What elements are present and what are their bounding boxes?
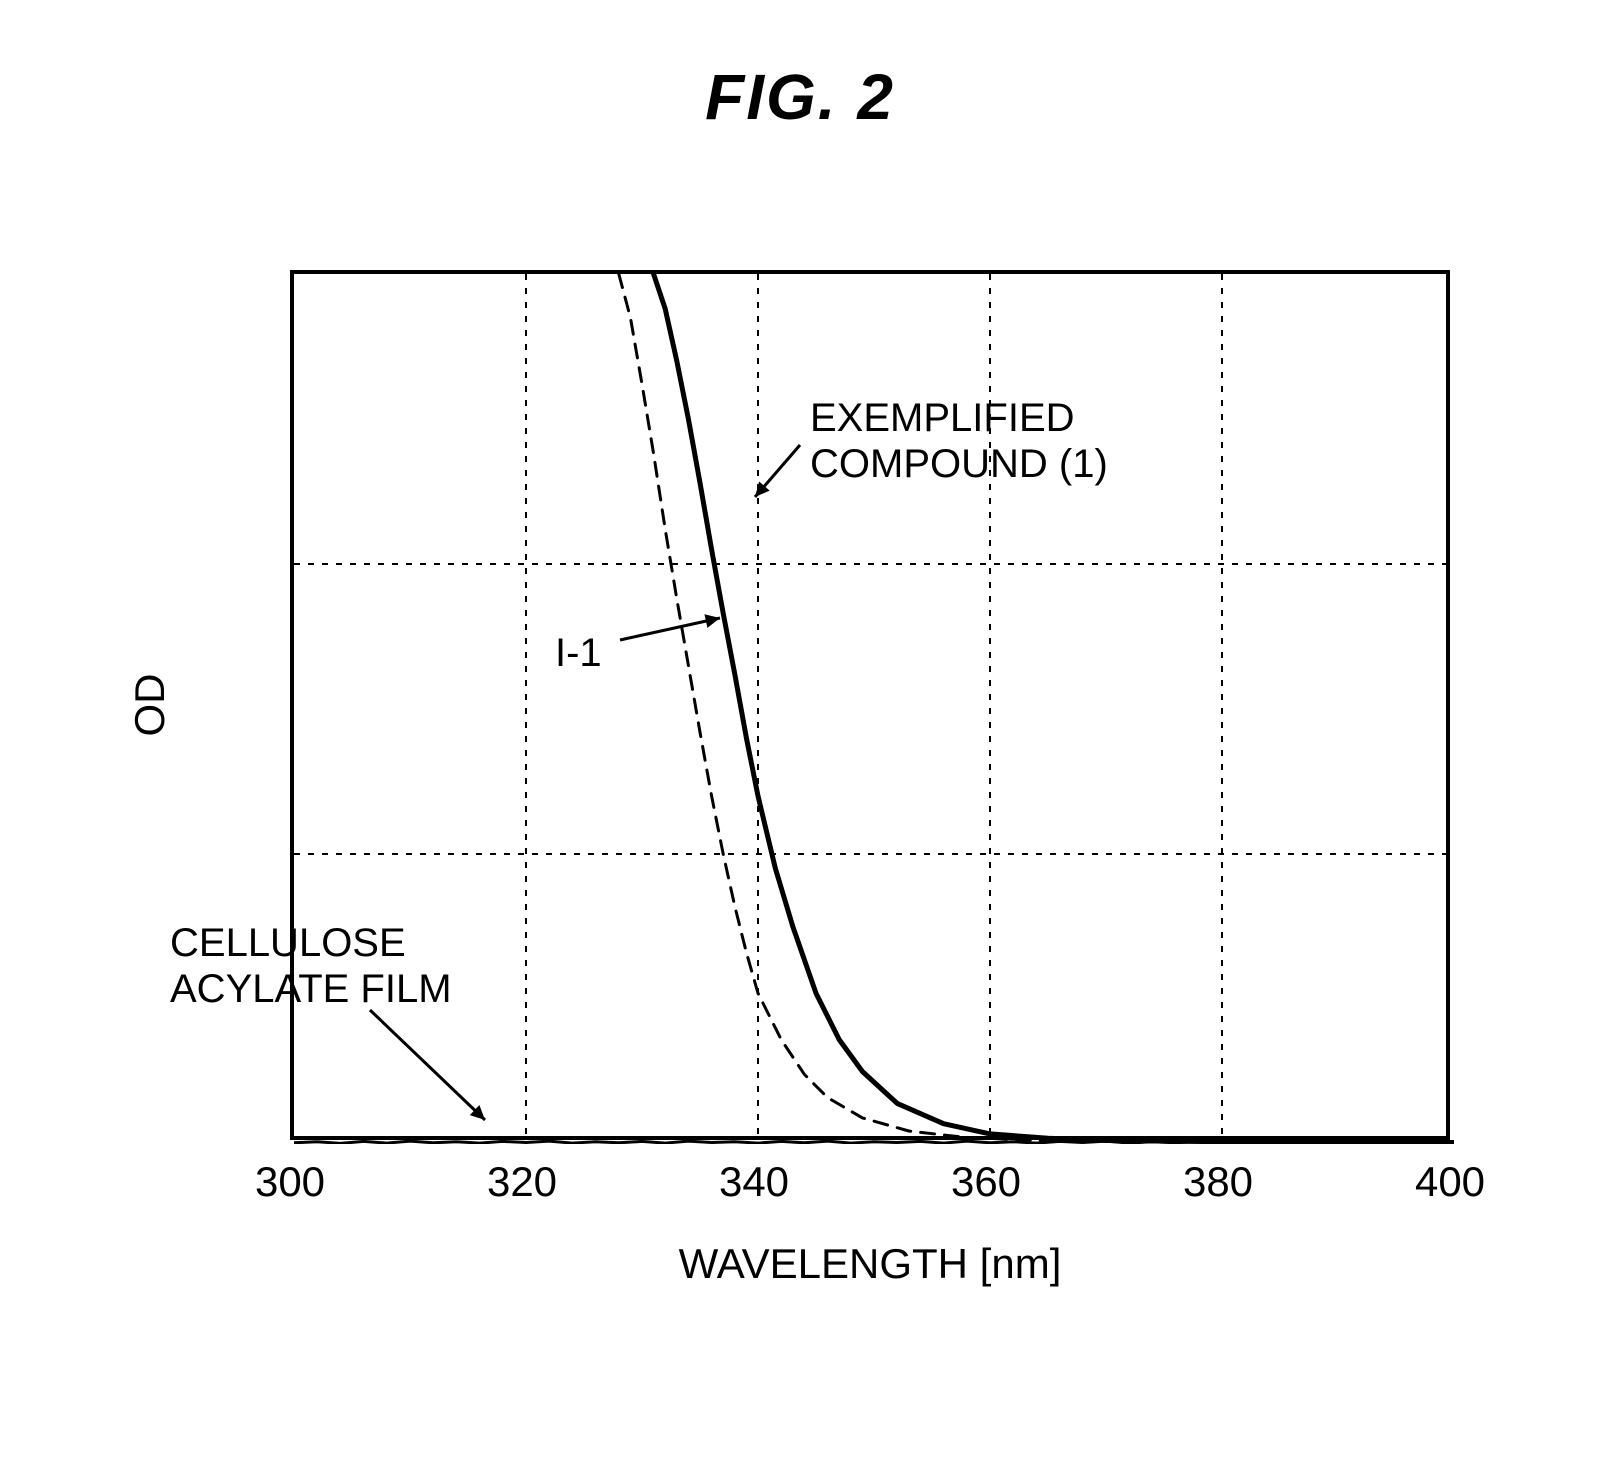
- annotation-i_1: I-1: [555, 630, 602, 676]
- figure-container: FIG. 2 OD WAVELENGTH [nm] 300 320 340 360 38…: [0, 0, 1600, 1463]
- annotation-exemplified_compound_1: EXEMPLIFIED COMPOUND (1): [810, 395, 1108, 487]
- x-tick-label: 340: [719, 1158, 789, 1206]
- x-tick-label: 360: [951, 1158, 1021, 1206]
- y-axis-label: OD: [126, 674, 174, 737]
- annotation-cellulose_acylate_film: CELLULOSE ACYLATE FILM: [170, 920, 452, 1012]
- figure-title: FIG. 2: [705, 60, 895, 134]
- x-axis-label: WAVELENGTH [nm]: [679, 1240, 1062, 1288]
- x-tick-label: 300: [255, 1158, 325, 1206]
- x-tick-label: 320: [487, 1158, 557, 1206]
- x-tick-label: 400: [1415, 1158, 1485, 1206]
- x-tick-label: 380: [1183, 1158, 1253, 1206]
- series-cellulose_acylate_film: [294, 1141, 1454, 1143]
